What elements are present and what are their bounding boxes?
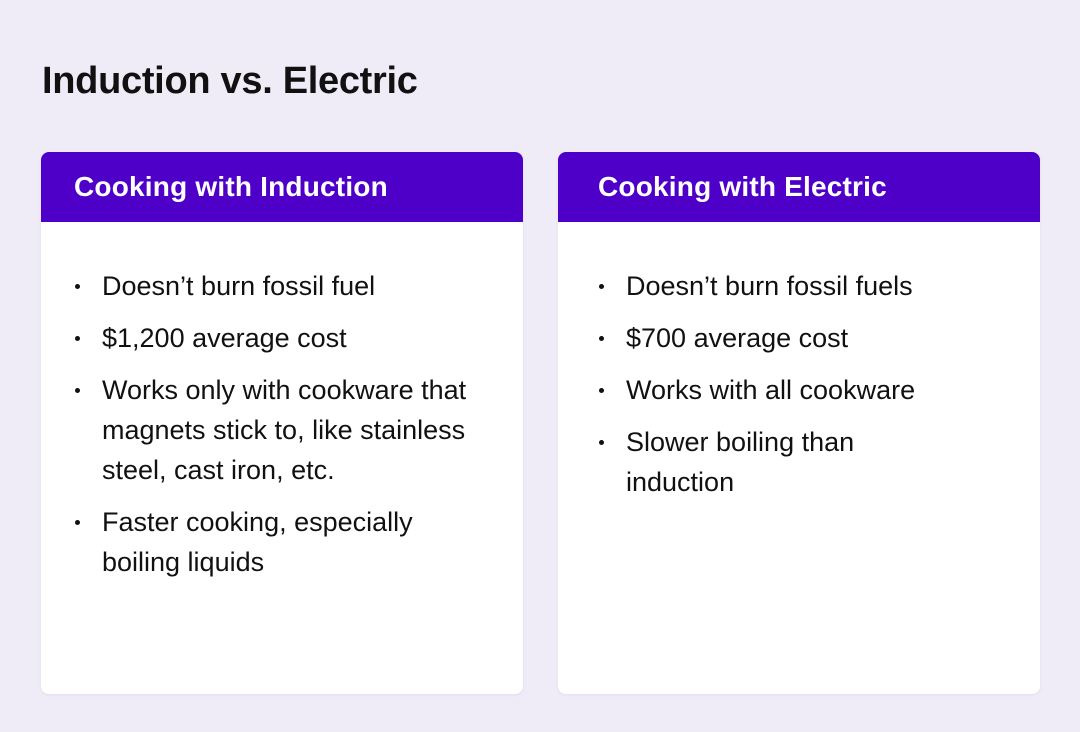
feature-list: Doesn’t burn fossil fuels $700 average c… <box>558 222 1040 502</box>
card-header: Cooking with Induction <box>41 152 523 222</box>
list-item: Doesn’t burn fossil fuel <box>73 266 493 306</box>
list-item: Works with all cookware <box>597 370 1010 410</box>
list-item: Doesn’t burn fossil fuels <box>597 266 1010 306</box>
list-item: $700 average cost <box>597 318 1010 358</box>
electric-card: Cooking with Electric Doesn’t burn fossi… <box>558 152 1040 694</box>
induction-card: Cooking with Induction Doesn’t burn foss… <box>41 152 523 694</box>
list-item: Works only with cookware that magnets st… <box>73 370 482 490</box>
card-header: Cooking with Electric <box>558 152 1040 222</box>
list-item: $1,200 average cost <box>73 318 493 358</box>
page-title: Induction vs. Electric <box>42 60 418 102</box>
feature-list: Doesn’t burn fossil fuel $1,200 average … <box>41 222 523 582</box>
list-item: Faster cooking, especially boiling liqui… <box>73 502 462 582</box>
list-item: Slower boiling than induction <box>597 422 896 502</box>
